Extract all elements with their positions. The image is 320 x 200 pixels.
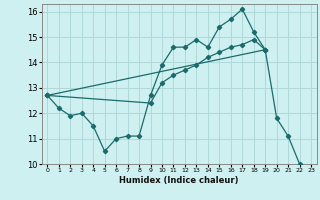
X-axis label: Humidex (Indice chaleur): Humidex (Indice chaleur)	[119, 176, 239, 185]
